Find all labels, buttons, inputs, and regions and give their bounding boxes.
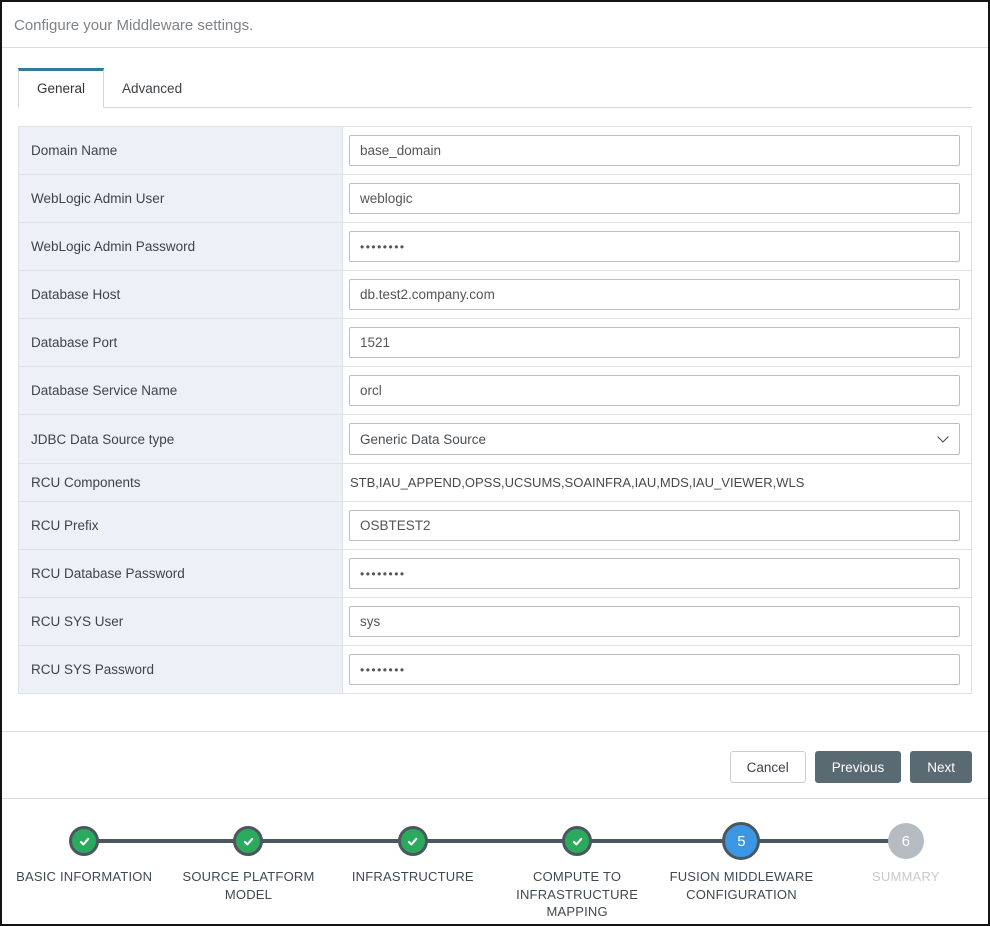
row-rcu-sys-user: RCU SYS User (19, 598, 971, 646)
field-value-cell (343, 127, 971, 174)
step-circle-row (69, 820, 100, 862)
check-icon (243, 837, 254, 845)
content-gap (2, 694, 988, 731)
step-circle (562, 826, 593, 856)
field-label: WebLogic Admin Password (19, 223, 343, 270)
input-rcu-prefix[interactable] (349, 510, 960, 541)
row-rcu-prefix: RCU Prefix (19, 502, 971, 550)
step-number: 6 (901, 832, 910, 850)
settings-table: Domain Name WebLogic Admin User WebLogic… (18, 126, 972, 694)
step-number: 5 (737, 832, 746, 850)
step-source-platform-model[interactable]: SOURCE PLATFORM MODEL (166, 820, 330, 921)
field-value-cell (343, 319, 971, 366)
field-label: RCU Prefix (19, 502, 343, 549)
input-weblogic-admin-password[interactable] (349, 231, 960, 262)
input-domain-name[interactable] (349, 135, 960, 166)
row-rcu-sys-password: RCU SYS Password (19, 646, 971, 693)
wizard-stepper: BASIC INFORMATION SOURCE PLATFORM MODEL … (2, 820, 988, 921)
input-database-port[interactable] (349, 327, 960, 358)
input-database-service-name[interactable] (349, 375, 960, 406)
field-label: RCU Components (19, 464, 343, 501)
field-value-cell (343, 502, 971, 549)
field-value-cell (343, 646, 971, 693)
field-label: RCU SYS Password (19, 646, 343, 693)
select-jdbc-data-source-type[interactable]: Generic Data Source (349, 423, 960, 455)
step-circle: 5 (722, 822, 761, 860)
field-label: RCU SYS User (19, 598, 343, 645)
row-weblogic-admin-password: WebLogic Admin Password (19, 223, 971, 271)
step-circle-row (397, 820, 428, 862)
field-label: Database Host (19, 271, 343, 318)
step-circle (397, 826, 428, 856)
input-database-host[interactable] (349, 279, 960, 310)
step-circle: 6 (887, 823, 924, 859)
tab-advanced[interactable]: Advanced (122, 81, 183, 96)
button-bar: Cancel Previous Next (2, 732, 988, 798)
stepper-track (84, 839, 906, 843)
step-summary[interactable]: 6 SUMMARY (824, 820, 988, 921)
row-domain-name: Domain Name (19, 127, 971, 175)
input-weblogic-admin-user[interactable] (349, 183, 960, 214)
next-button[interactable]: Next (910, 751, 972, 783)
row-weblogic-admin-user: WebLogic Admin User (19, 175, 971, 223)
field-label: Database Port (19, 319, 343, 366)
field-label: JDBC Data Source type (19, 415, 343, 463)
step-circle-row: 5 (722, 820, 761, 862)
step-circle-row: 6 (887, 820, 924, 862)
input-rcu-database-password[interactable] (349, 558, 960, 589)
step-fusion-middleware-configuration[interactable]: 5 FUSION MIDDLEWARE CONFIGURATION (659, 820, 823, 921)
check-icon (79, 837, 89, 845)
field-static-value: STB,IAU_APPEND,OPSS,UCSUMS,SOAINFRA,IAU,… (350, 475, 805, 490)
field-label: WebLogic Admin User (19, 175, 343, 222)
check-icon (572, 837, 582, 845)
field-value-cell: Generic Data Source (343, 415, 971, 463)
footer-divider (2, 731, 988, 732)
field-value-cell (343, 367, 971, 414)
step-circle (233, 826, 264, 856)
step-label: BASIC INFORMATION (16, 869, 153, 884)
step-label: INFRASTRUCTURE (351, 869, 474, 884)
field-value-cell (343, 223, 971, 270)
field-value-cell (343, 598, 971, 645)
row-database-port: Database Port (19, 319, 971, 367)
row-rcu-components: RCU Components STB,IAU_APPEND,OPSS,UCSUM… (19, 464, 971, 502)
cancel-button[interactable]: Cancel (729, 751, 806, 783)
select-value: Generic Data Source (360, 431, 487, 447)
chevron-down-icon (937, 431, 949, 443)
step-label: SOURCE PLATFORM MODEL (182, 869, 315, 902)
row-jdbc-data-source-type: JDBC Data Source type Generic Data Sourc… (19, 415, 971, 464)
step-compute-to-infrastructure-mapping[interactable]: COMPUTE TO INFRASTRUCTURE MAPPING (495, 820, 659, 921)
field-label: Database Service Name (19, 367, 343, 414)
step-circle-row (233, 820, 264, 862)
step-label: FUSION MIDDLEWARE CONFIGURATION (669, 869, 814, 902)
row-database-service-name: Database Service Name (19, 367, 971, 415)
check-icon (408, 837, 418, 845)
step-circle (69, 826, 100, 856)
row-database-host: Database Host (19, 271, 971, 319)
field-value-cell (343, 271, 971, 318)
field-label: RCU Database Password (19, 550, 343, 597)
input-rcu-sys-user[interactable] (349, 606, 960, 637)
page-title: Configure your Middleware settings. (2, 2, 988, 48)
input-rcu-sys-password[interactable] (349, 654, 960, 685)
stepper-section: BASIC INFORMATION SOURCE PLATFORM MODEL … (2, 798, 988, 921)
tab-bar: General Advanced (18, 68, 972, 108)
field-label: Domain Name (19, 127, 343, 174)
field-value-cell (343, 175, 971, 222)
field-value-cell: STB,IAU_APPEND,OPSS,UCSUMS,SOAINFRA,IAU,… (343, 464, 971, 501)
previous-button[interactable]: Previous (814, 751, 902, 783)
step-circle-row (562, 820, 593, 862)
step-basic-information[interactable]: BASIC INFORMATION (2, 820, 166, 921)
tab-general[interactable]: General (18, 68, 105, 108)
field-value-cell (343, 550, 971, 597)
step-label: SUMMARY (871, 869, 940, 884)
step-infrastructure[interactable]: INFRASTRUCTURE (331, 820, 495, 921)
step-label: COMPUTE TO INFRASTRUCTURE MAPPING (516, 869, 639, 920)
row-rcu-database-password: RCU Database Password (19, 550, 971, 598)
